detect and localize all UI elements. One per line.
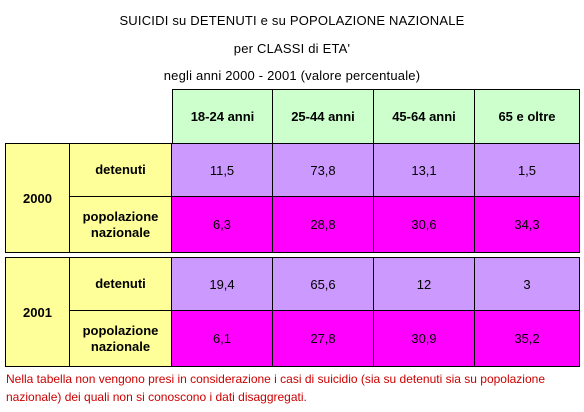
- suicide-table: 18-24 anni 25-44 anni 45-64 anni 65 e ol…: [5, 89, 580, 367]
- year-cell: 2000: [5, 143, 70, 253]
- table-cell: 30,6: [374, 197, 475, 253]
- table-cell: 11,5: [172, 143, 273, 197]
- table-cell: 12: [374, 257, 475, 311]
- column-header: 18-24 anni: [172, 89, 273, 143]
- table-cell: 6,1: [172, 311, 273, 367]
- table-cell: 3: [475, 257, 580, 311]
- page-subtitle: per CLASSI di ETA': [233, 41, 351, 56]
- year-separator: [5, 253, 580, 257]
- page-period: negli anni 2000 - 2001 (valore percentua…: [163, 68, 421, 83]
- table-cell: 30,9: [374, 311, 475, 367]
- table-cell: 73,8: [273, 143, 374, 197]
- page-title: SUICIDI su DETENUTI e su POPOLAZIONE NAZ…: [119, 13, 465, 28]
- column-header: 65 e oltre: [475, 89, 580, 143]
- table-cell: 1,5: [475, 143, 580, 197]
- table-cell: 35,2: [475, 311, 580, 367]
- header-blank-year: [5, 89, 70, 143]
- table-cell: 34,3: [475, 197, 580, 253]
- table-cell: 65,6: [273, 257, 374, 311]
- column-header: 45-64 anni: [374, 89, 475, 143]
- table-cell: 19,4: [172, 257, 273, 311]
- row-label: detenuti: [70, 257, 172, 311]
- year-cell: 2001: [5, 257, 70, 367]
- table-row: 2000 detenuti 11,5 73,8 13,1 1,5: [5, 143, 580, 253]
- table-cell: 13,1: [374, 143, 475, 197]
- table-header-row: 18-24 anni 25-44 anni 45-64 anni 65 e ol…: [5, 89, 580, 143]
- table-row: popolazione nazionale 6,3 28,8 30,6 34,3: [5, 197, 580, 253]
- row-label: popolazione nazionale: [70, 311, 172, 367]
- column-header: 25-44 anni: [273, 89, 374, 143]
- footnote: Nella tabella non vengono presi in consi…: [6, 372, 545, 404]
- table-cell: 6,3: [172, 197, 273, 253]
- row-label: detenuti: [70, 143, 172, 197]
- header-blank-type: [70, 89, 172, 143]
- row-label: popolazione nazionale: [70, 197, 172, 253]
- table-cell: 28,8: [273, 197, 374, 253]
- table-row: popolazione nazionale 6,1 27,8 30,9 35,2: [5, 311, 580, 367]
- table-cell: 27,8: [273, 311, 374, 367]
- table-row: 2001 detenuti 19,4 65,6 12 3: [5, 257, 580, 367]
